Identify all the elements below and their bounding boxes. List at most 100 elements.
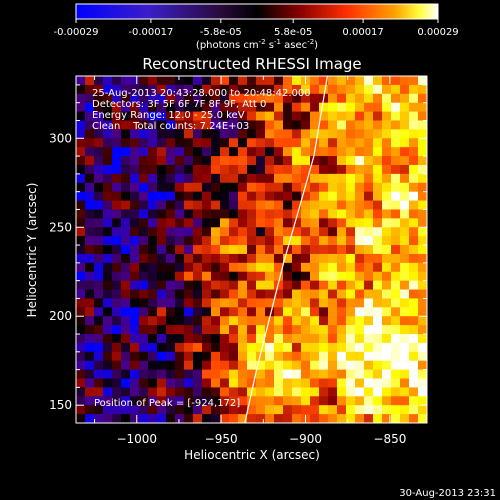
heatmap-cell [265,262,275,273]
heatmap-cell [337,253,347,264]
heatmap-cell [175,271,185,282]
heatmap-cell [202,298,212,308]
heatmap-cell [382,147,392,157]
heatmap-cell [229,387,239,397]
heatmap-cell [400,289,410,300]
heatmap-cell [211,236,221,246]
heatmap-cell [229,227,239,237]
heatmap-cell [418,334,427,344]
heatmap-cell [274,262,284,273]
heatmap-cell [220,147,230,157]
heatmap-cell [103,227,113,237]
heatmap-cell [355,200,365,211]
heatmap-cell [229,307,239,317]
heatmap-cell [364,253,374,264]
heatmap-cell [274,342,284,353]
heatmap-cell [391,369,401,380]
heatmap-cell [220,120,230,130]
heatmap-cell [301,334,311,344]
heatmap-cell [148,236,158,246]
heatmap-cell [256,164,266,175]
heatmap-cell [238,369,248,380]
heatmap-cell [247,245,257,255]
heatmap-cell [256,218,266,228]
heatmap-cell [85,218,95,228]
heatmap-cell [364,147,374,157]
heatmap-cell [319,236,329,246]
heatmap-cell [274,325,284,335]
heatmap-cell [409,271,419,282]
heatmap-cell [184,360,194,371]
heatmap-cell [94,307,104,317]
heatmap-cell [364,120,374,130]
heatmap-cell [148,111,158,122]
colorbar-units: (photons cm-2 s-1 asec-2) [196,38,318,51]
heatmap-cell [292,262,302,273]
heatmap-cell [265,200,275,211]
heatmap-cell [175,138,185,148]
heatmap-cell [238,164,248,175]
heatmap-cell [274,227,284,237]
heatmap-cell [373,289,383,300]
heatmap-cell [391,200,401,211]
heatmap-cell [103,396,113,406]
heatmap-cell [400,271,410,282]
heatmap-cell [166,182,176,193]
heatmap-cell [193,236,203,246]
heatmap-cell [409,334,419,344]
heatmap-cell [94,245,104,255]
heatmap-cell [247,325,257,335]
heatmap-cell [175,405,185,415]
heatmap-cell [409,405,419,415]
heatmap-cell [256,111,266,122]
heatmap-cell [76,227,86,237]
heatmap-cell [112,405,122,415]
heatmap-cell [409,298,419,308]
heatmap-cell [193,173,203,184]
heatmap-cell [94,173,104,184]
heatmap-cell [184,414,194,423]
heatmap-cell [418,378,427,389]
heatmap-cell [319,307,329,317]
heatmap-cell [76,271,86,282]
heatmap-cell [319,396,329,406]
heatmap-cell [418,138,427,148]
heatmap-cell [193,307,203,317]
heatmap-cell [292,316,302,326]
heatmap-cell [355,236,365,246]
heatmap-cell [355,316,365,326]
heatmap-cell [247,209,257,219]
heatmap-cell [229,102,239,113]
heatmap-cell [418,387,427,397]
heatmap-cell [256,200,266,211]
heatmap-cell [328,93,338,104]
heatmap-cell [409,227,419,237]
heatmap-cell [94,102,104,113]
heatmap-cell [247,396,257,406]
heatmap-cell [382,307,392,317]
heatmap-cell [256,76,266,86]
heatmap-cell [76,262,86,273]
heatmap-cell [301,120,311,130]
heatmap-cell [265,138,275,148]
heatmap-cell [418,111,427,122]
heatmap-cell [355,253,365,264]
heatmap-cell [130,84,140,95]
heatmap-cell [355,334,365,344]
heatmap-cell [346,271,356,282]
heatmap-cell [139,93,149,104]
heatmap-cell [391,378,401,389]
heatmap-cell [103,289,113,300]
heatmap-cell [355,93,365,104]
heatmap-cell [166,253,176,264]
heatmap-cell [373,182,383,193]
heatmap-cell [310,396,320,406]
heatmap-cell [157,218,167,228]
heatmap-cell [130,405,140,415]
heatmap-cell [328,378,338,389]
heatmap-cell [157,396,167,406]
heatmap-cell [247,138,257,148]
heatmap-cell [94,405,104,415]
heatmap-cell [418,271,427,282]
heatmap-cell [274,84,284,95]
